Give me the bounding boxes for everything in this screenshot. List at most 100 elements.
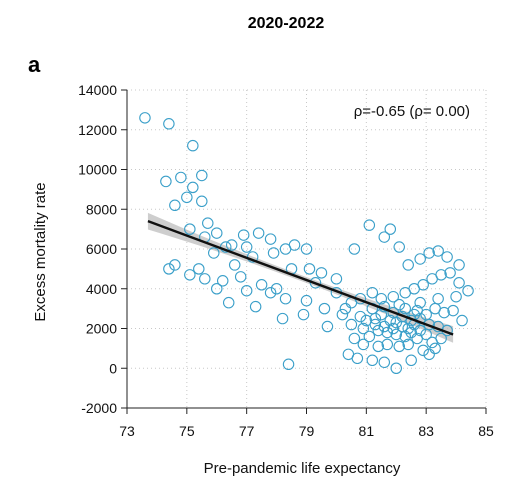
y-tick-label: 6000 [86, 241, 117, 257]
data-point [139, 112, 151, 124]
data-point [369, 318, 382, 331]
y-tick-label: 4000 [86, 281, 117, 297]
data-point [402, 322, 414, 335]
data-point [453, 277, 465, 289]
trend-line [147, 220, 454, 336]
x-axis-label: Pre-pandemic life expectancy [204, 460, 401, 477]
data-point [366, 286, 379, 299]
y-tick-label: 8000 [86, 201, 117, 217]
data-point [163, 118, 175, 130]
data-point [187, 181, 199, 194]
data-point [414, 312, 426, 325]
data-point [402, 338, 414, 351]
data-point [357, 322, 370, 335]
data-point [435, 332, 447, 345]
data-point [462, 284, 474, 297]
data-point [249, 300, 262, 313]
data-point [163, 263, 175, 275]
data-point [234, 271, 247, 283]
data-point [282, 358, 295, 371]
chart-title: 2020-2022 [248, 15, 325, 32]
y-tick-label: 2000 [86, 321, 117, 337]
data-point [240, 284, 253, 297]
x-tick-label: 79 [299, 423, 315, 439]
data-point [222, 296, 235, 309]
data-point [348, 243, 361, 255]
data-point [444, 267, 456, 279]
data-point [237, 229, 250, 241]
data-point [264, 233, 277, 245]
data-point [357, 338, 370, 351]
data-point [387, 290, 400, 303]
data-point [351, 352, 364, 365]
data-point [225, 239, 238, 251]
data-point [414, 253, 426, 265]
axes [121, 89, 487, 414]
data-point [393, 340, 405, 353]
x-tick-labels: 73 75 77 79 81 83 85 [119, 423, 494, 439]
data-point [399, 302, 411, 315]
data-point [414, 324, 426, 337]
data-point [405, 326, 417, 339]
data-point [211, 227, 223, 239]
data-point [369, 312, 382, 325]
data-point [202, 217, 214, 229]
data-point [378, 356, 391, 369]
data-point [375, 308, 388, 321]
x-tick-label: 75 [179, 423, 195, 439]
x-tick-label: 83 [418, 423, 434, 439]
data-point [279, 292, 292, 305]
data-point [193, 263, 205, 275]
panel-label: a [28, 52, 41, 77]
data-point [199, 273, 211, 285]
data-point [330, 273, 343, 285]
data-point [345, 318, 358, 331]
data-point [228, 259, 241, 271]
y-axis-label: Excess mortality rate [32, 182, 49, 321]
data-point [393, 241, 405, 253]
data-point [402, 259, 414, 271]
data-point [216, 275, 229, 287]
data-point [363, 330, 376, 343]
data-point [441, 251, 453, 263]
data-point [252, 227, 265, 239]
data-point [456, 314, 468, 327]
data-point [321, 320, 334, 333]
data-point [423, 247, 435, 259]
data-point [453, 259, 465, 271]
regression-line [147, 220, 454, 336]
x-tick-label: 73 [119, 423, 135, 439]
data-point [417, 344, 429, 357]
data-point [423, 348, 435, 361]
data-point [390, 362, 402, 374]
data-point [417, 279, 429, 291]
data-point [196, 195, 208, 208]
data-point [297, 308, 310, 321]
data-point [450, 290, 462, 303]
data-point [339, 302, 352, 315]
data-point [309, 277, 322, 289]
data-point [208, 247, 220, 259]
data-point [279, 243, 292, 255]
data-point [169, 199, 181, 212]
data-point [414, 296, 426, 309]
data-point [184, 223, 196, 235]
data-point [378, 231, 391, 243]
data-point [211, 282, 223, 295]
data-point [267, 247, 280, 259]
data-point [372, 340, 385, 353]
y-tick-label: -2000 [81, 400, 117, 416]
data-point [270, 282, 283, 295]
data-point [255, 279, 268, 291]
data-point [181, 191, 193, 204]
data-point [372, 324, 385, 337]
data-point [318, 302, 331, 315]
data-point [387, 322, 400, 335]
data-point [184, 269, 196, 281]
data-point [429, 342, 441, 355]
data-point [300, 294, 313, 307]
data-point [303, 263, 316, 275]
data-point [169, 259, 181, 271]
data-point [300, 243, 313, 255]
